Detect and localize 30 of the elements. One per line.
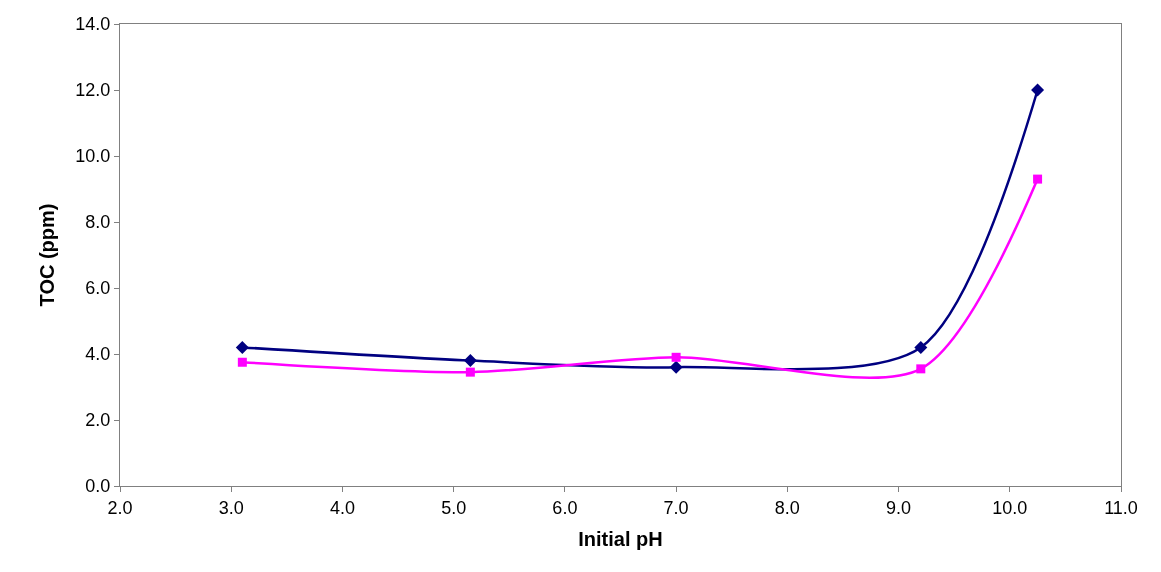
y-tick-label: 12.0 xyxy=(75,80,111,101)
point xyxy=(1033,174,1043,184)
y-tick-label: 8.0 xyxy=(85,212,111,233)
point xyxy=(671,352,681,362)
x-tick-label: 4.0 xyxy=(329,497,355,518)
x-tick-label: 2.0 xyxy=(107,497,133,518)
y-tick-label: 0.0 xyxy=(85,476,111,497)
point xyxy=(914,340,928,354)
x-tick-label: 5.0 xyxy=(441,497,467,518)
x-tick-label: 6.0 xyxy=(552,497,578,518)
point xyxy=(669,360,683,374)
x-axis-title: Initial pH xyxy=(578,528,663,551)
y-tick-label: 14.0 xyxy=(75,14,111,35)
x-tick-label: 11.0 xyxy=(1104,497,1138,518)
point xyxy=(465,367,475,377)
point xyxy=(463,354,477,368)
y-axis-title: TOC (ppm) xyxy=(35,203,58,307)
x-tick-label: 10.0 xyxy=(992,497,1028,518)
y-tick-label: 6.0 xyxy=(85,278,111,299)
y-tick-label: 4.0 xyxy=(85,344,111,365)
point xyxy=(235,340,249,354)
x-tick-label: 8.0 xyxy=(774,497,800,518)
y-tick-label: 10.0 xyxy=(75,146,111,167)
x-tick-label: 9.0 xyxy=(886,497,912,518)
x-tick-label: 3.0 xyxy=(218,497,244,518)
x-tick-label: 7.0 xyxy=(663,497,689,518)
point xyxy=(237,357,247,367)
point xyxy=(916,364,926,374)
y-tick-label: 2.0 xyxy=(85,410,111,431)
point xyxy=(1031,83,1045,97)
